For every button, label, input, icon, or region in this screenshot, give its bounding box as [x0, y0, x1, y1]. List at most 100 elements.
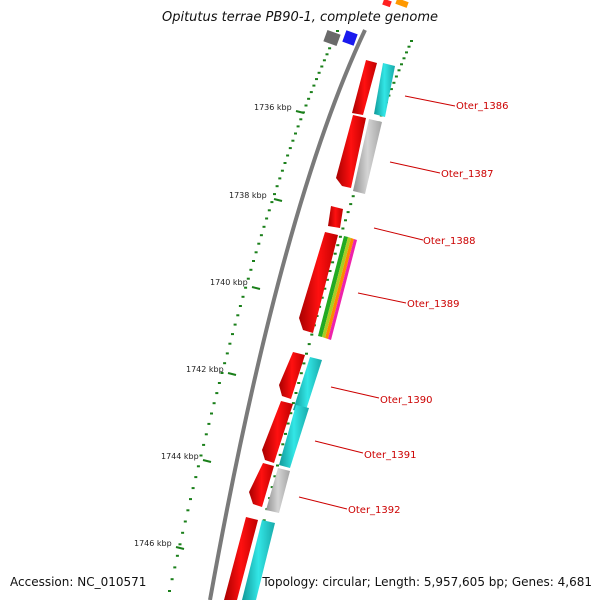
tick-dot — [304, 104, 308, 107]
tick-dot — [244, 286, 248, 289]
genome-backbone — [208, 29, 367, 600]
scale-tick-labels: 1736 kbp 1738 kbp 1740 kbp 1742 kbp 1744… — [134, 103, 292, 548]
map-title: Opitutus terrae PB90-1, complete genome — [161, 10, 439, 25]
tick-dot — [309, 91, 313, 94]
tick-dot — [296, 125, 300, 128]
gene-arrow-oter-1387[interactable] — [336, 115, 366, 188]
label-leaders — [298, 95, 456, 510]
gene-arrow-oter-1389[interactable] — [299, 232, 338, 333]
tick-dot — [186, 509, 190, 512]
tick-dot — [397, 69, 401, 72]
tick-dot — [349, 203, 353, 206]
tick-dot — [307, 343, 311, 346]
gene-arrow-oter-1392[interactable] — [249, 463, 274, 507]
tick-dot — [178, 543, 182, 546]
tick-dot — [278, 453, 282, 456]
tick-dot — [336, 244, 340, 247]
tick-dot — [280, 169, 284, 172]
tick-dot — [286, 422, 290, 425]
tick-dot — [217, 382, 221, 384]
tick-dot — [302, 362, 306, 365]
tick-dot — [168, 590, 171, 592]
tick-dot — [297, 382, 301, 384]
tick-dot — [231, 333, 234, 336]
tick-dot — [407, 45, 411, 48]
tick-dot — [317, 71, 321, 74]
tick-dot — [199, 454, 203, 457]
tick-dot — [278, 177, 282, 180]
tick-dot — [288, 147, 292, 150]
gene-label-oter-1391: Oter_1391 — [364, 450, 417, 461]
tick-dot — [346, 211, 350, 214]
tick-dot — [392, 81, 396, 84]
tick-dot — [210, 412, 213, 415]
tick-dot — [299, 372, 303, 375]
tick-dot — [284, 432, 287, 435]
tick-label-1736: 1736 kbp — [254, 103, 292, 112]
tick-dot — [252, 260, 255, 262]
tick-dot — [328, 47, 332, 50]
tick-dot — [338, 235, 342, 238]
gene-arrow-oter-1391[interactable] — [262, 401, 293, 463]
tick-label-1738: 1738 kbp — [229, 191, 267, 200]
tick-dot — [344, 219, 347, 222]
tick-dot — [223, 362, 227, 365]
gene-arrow-oter-1390[interactable] — [279, 352, 305, 399]
gene-label-oter-1388: Oter_1388 — [423, 236, 476, 247]
tick-dot — [305, 352, 308, 355]
tick-dot — [276, 464, 279, 467]
tick-dot — [291, 139, 295, 142]
gene-arrow-oter-1386[interactable] — [352, 60, 377, 115]
gene-label-oter-1390: Oter_1390 — [380, 395, 433, 406]
gene-label-oter-1386: Oter_1386 — [456, 101, 509, 112]
minor-ticks — [168, 30, 339, 592]
tick-dot — [249, 268, 253, 271]
tick-dot — [400, 63, 403, 66]
genome-summary-text: Topology: circular; Length: 5,957,605 bp… — [262, 575, 592, 589]
tick-dot — [267, 209, 271, 212]
tick-dot — [281, 443, 285, 446]
tick-dot — [189, 498, 192, 501]
tick-dot — [262, 225, 266, 228]
tick-dot — [202, 443, 206, 446]
tick-dot — [273, 475, 277, 478]
tick-dot — [225, 352, 229, 355]
tick-dot — [238, 305, 242, 307]
tick-dot — [191, 487, 195, 490]
gene-labels: Oter_1386 Oter_1387 Oter_1388 Oter_1389 … — [348, 101, 509, 516]
tick-dot — [320, 65, 324, 68]
tick-dot — [351, 195, 355, 198]
gene-arrows[interactable] — [224, 60, 377, 600]
tick-dot — [283, 162, 287, 164]
gene-label-oter-1387: Oter_1387 — [441, 169, 494, 180]
tick-dot — [307, 97, 311, 100]
tick-dot — [175, 554, 179, 557]
tick-dot — [246, 277, 250, 280]
gene-arrow-bottom[interactable] — [224, 517, 258, 600]
tick-dot — [294, 132, 297, 135]
tick-dot — [289, 412, 293, 415]
tick-dot — [294, 392, 298, 394]
tick-dot — [402, 57, 406, 60]
tick-dot — [328, 270, 332, 272]
tick-dot — [394, 75, 398, 78]
tick-dot — [270, 486, 274, 489]
tick-dot — [286, 154, 290, 157]
tick-dot — [212, 402, 216, 405]
tick-dot — [170, 578, 174, 581]
tick-dot — [215, 392, 219, 395]
tick-label-1740: 1740 kbp — [210, 278, 248, 287]
tick-dot — [389, 88, 393, 91]
gene-arrow-oter-1388[interactable] — [328, 206, 343, 228]
tick-dot — [259, 234, 263, 237]
tick-dot — [194, 476, 198, 479]
tick-dot — [207, 422, 211, 425]
tick-dot — [196, 465, 200, 468]
tick-label-1744: 1744 kbp — [161, 452, 199, 461]
tick-dot — [299, 118, 303, 121]
tick-dot — [173, 566, 177, 569]
tick-dot — [254, 251, 258, 254]
cog-blocks — [242, 63, 395, 600]
tick-dot — [301, 111, 305, 114]
